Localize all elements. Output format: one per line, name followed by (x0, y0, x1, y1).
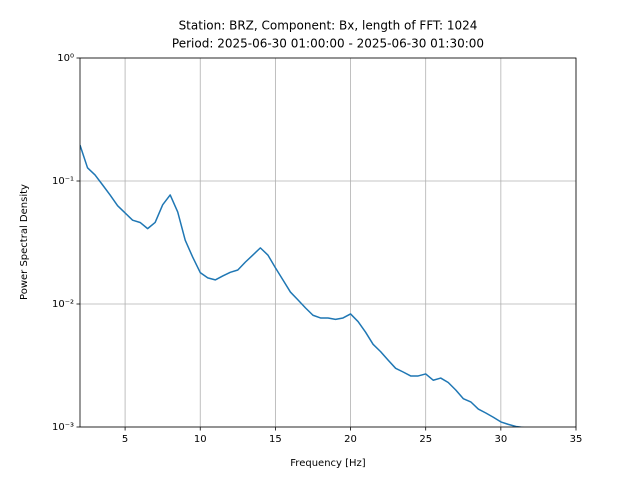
y-tick-label: 10⁰ (57, 53, 74, 64)
x-tick-label: 35 (570, 434, 583, 445)
x-tick-label: 20 (344, 434, 357, 445)
x-tick-label: 15 (269, 434, 282, 445)
plot-frame (79, 57, 577, 428)
x-tick-label: 25 (419, 434, 432, 445)
x-tick-label: 10 (194, 434, 207, 445)
chart-title: Station: BRZ, Component: Bx, length of F… (179, 19, 478, 33)
x-tick-label: 30 (494, 434, 507, 445)
x-axis-label: Frequency [Hz] (290, 458, 366, 469)
data-line (80, 144, 525, 427)
y-tick-label: 10⁻³ (52, 422, 74, 433)
chart-subtitle: Period: 2025-06-30 01:00:00 - 2025-06-30… (172, 37, 484, 51)
y-tick-label: 10⁻¹ (52, 176, 74, 187)
x-tick-label: 5 (122, 434, 128, 445)
y-tick-label: 10⁻² (52, 299, 74, 310)
y-axis-label: Power Spectral Density (19, 184, 30, 300)
